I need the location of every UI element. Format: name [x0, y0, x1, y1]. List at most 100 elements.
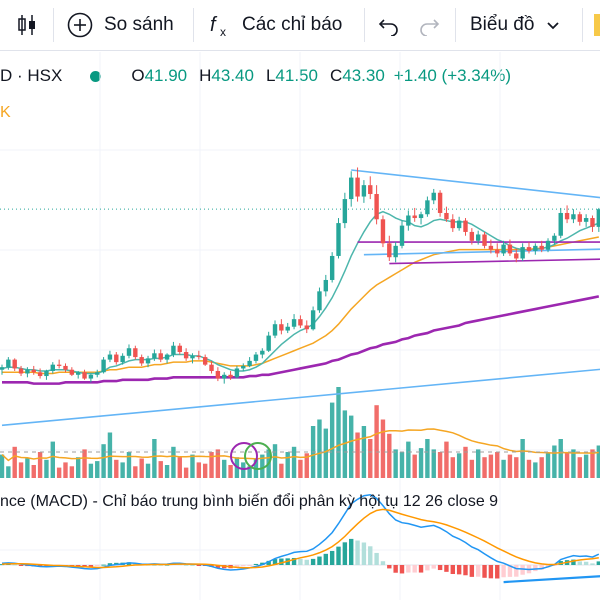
volume-bar: [215, 449, 221, 478]
volume-bar: [63, 462, 68, 478]
macd-histogram-bar: [50, 565, 55, 567]
volume-bar: [329, 402, 335, 478]
candle-body: [69, 369, 75, 375]
chart-type-label: Biểu đồ: [470, 14, 535, 35]
volume-bar: [533, 462, 538, 478]
macd-histogram-bar: [475, 565, 481, 577]
candle-body: [552, 235, 557, 241]
candle-body: [215, 370, 221, 379]
candle-body: [380, 219, 386, 244]
macd-histogram-bar: [247, 565, 252, 566]
macd-histogram-bar: [488, 565, 494, 579]
macd-histogram-bar: [114, 562, 119, 565]
volume-bar: [158, 461, 163, 478]
macd-histogram-bar: [63, 565, 68, 566]
macd-histogram-bar: [69, 565, 75, 567]
macd-histogram-bar: [539, 565, 544, 570]
volume-bar: [133, 466, 138, 478]
macd-histogram-bar: [190, 565, 195, 566]
candle-body: [25, 369, 30, 374]
macd-histogram-bar: [298, 558, 303, 565]
macd-histogram-bar: [323, 553, 329, 565]
top-toolbar: So sánh f x Các chỉ báo Biểu đồ: [0, 0, 600, 51]
volume-bar: [571, 449, 576, 478]
undo-icon: [378, 19, 398, 36]
candle-body: [63, 365, 68, 370]
volume-bar: [101, 444, 106, 478]
svg-text:f: f: [210, 14, 218, 36]
macd-histogram-bar: [101, 564, 106, 566]
candle-body: [571, 214, 576, 220]
candle-body: [12, 359, 17, 369]
candle-body: [469, 231, 475, 241]
candle-body: [310, 310, 316, 330]
macd-histogram-bar: [355, 540, 360, 565]
candle-body: [456, 220, 462, 229]
candle-body: [329, 255, 335, 280]
macd-histogram-bar: [158, 564, 163, 566]
macd-histogram-bar: [222, 565, 227, 569]
candle-body: [171, 345, 176, 355]
macd-histogram-bar: [399, 565, 405, 574]
candle-body: [158, 353, 163, 360]
ma-orange-line: [2, 236, 599, 375]
macd-histogram-bar: [329, 550, 335, 565]
volume-bar: [304, 453, 309, 478]
macd-histogram-bar: [349, 538, 354, 565]
candle-body: [152, 353, 157, 359]
compare-label: So sánh: [104, 14, 174, 35]
candle-body: [374, 194, 379, 220]
volume-bar: [31, 465, 36, 478]
candle-body: [298, 319, 303, 326]
candle-body: [304, 325, 309, 330]
redo-button[interactable]: [418, 0, 440, 50]
macd-histogram-bar: [31, 565, 36, 567]
toolbar-overflow-item[interactable]: [594, 14, 600, 36]
macd-histogram-bar: [234, 565, 240, 568]
trendlines: [0, 169, 600, 427]
candle-body: [596, 209, 600, 227]
candle-body: [120, 355, 125, 363]
volume-bar: [44, 459, 49, 478]
volume-ma-line: [1, 428, 599, 462]
macd-histogram-bar: [37, 565, 43, 567]
macd-histogram-bar: [374, 552, 379, 565]
candle-body: [6, 359, 11, 368]
candle-body: [196, 355, 202, 358]
candlestick-type-button[interactable]: [14, 0, 40, 50]
macd-histogram-bar: [228, 565, 233, 569]
candle-body: [349, 177, 354, 200]
candle-body: [488, 245, 494, 250]
indicators-button[interactable]: f x Các chỉ báo: [208, 0, 342, 50]
macd-histogram-bar: [139, 564, 144, 566]
volume-bar: [444, 441, 449, 478]
candle-body: [145, 358, 151, 364]
candle-body: [164, 354, 170, 360]
macd-histogram-bar: [202, 565, 208, 566]
candle-body: [342, 199, 348, 224]
macd-histogram-bar: [317, 556, 322, 565]
volume-bar: [564, 452, 570, 478]
candle-body: [247, 360, 252, 366]
candle-body: [437, 192, 443, 213]
volume-bar: [37, 452, 43, 478]
macd-histogram-bar: [145, 564, 151, 566]
ma-teal-line: [1, 210, 600, 375]
macd-histogram-bar: [44, 565, 49, 567]
candle-body: [241, 365, 246, 369]
candle-body: [590, 218, 595, 227]
macd-histogram-bar: [571, 559, 576, 565]
macd-histogram-bar: [564, 560, 570, 565]
macd-histogram-bar: [558, 561, 563, 565]
candle-body: [495, 249, 500, 254]
volume-bar: [95, 461, 100, 478]
compare-button[interactable]: So sánh: [66, 0, 174, 50]
volume-bar: [25, 458, 30, 478]
candle-body: [228, 374, 233, 378]
candle-body: [425, 200, 430, 215]
volume-bar: [342, 410, 348, 478]
chart-type-dropdown[interactable]: Biểu đồ: [470, 0, 560, 50]
chart-grid: [0, 52, 600, 600]
undo-button[interactable]: [378, 0, 400, 50]
macd-histogram-bar: [545, 565, 551, 568]
